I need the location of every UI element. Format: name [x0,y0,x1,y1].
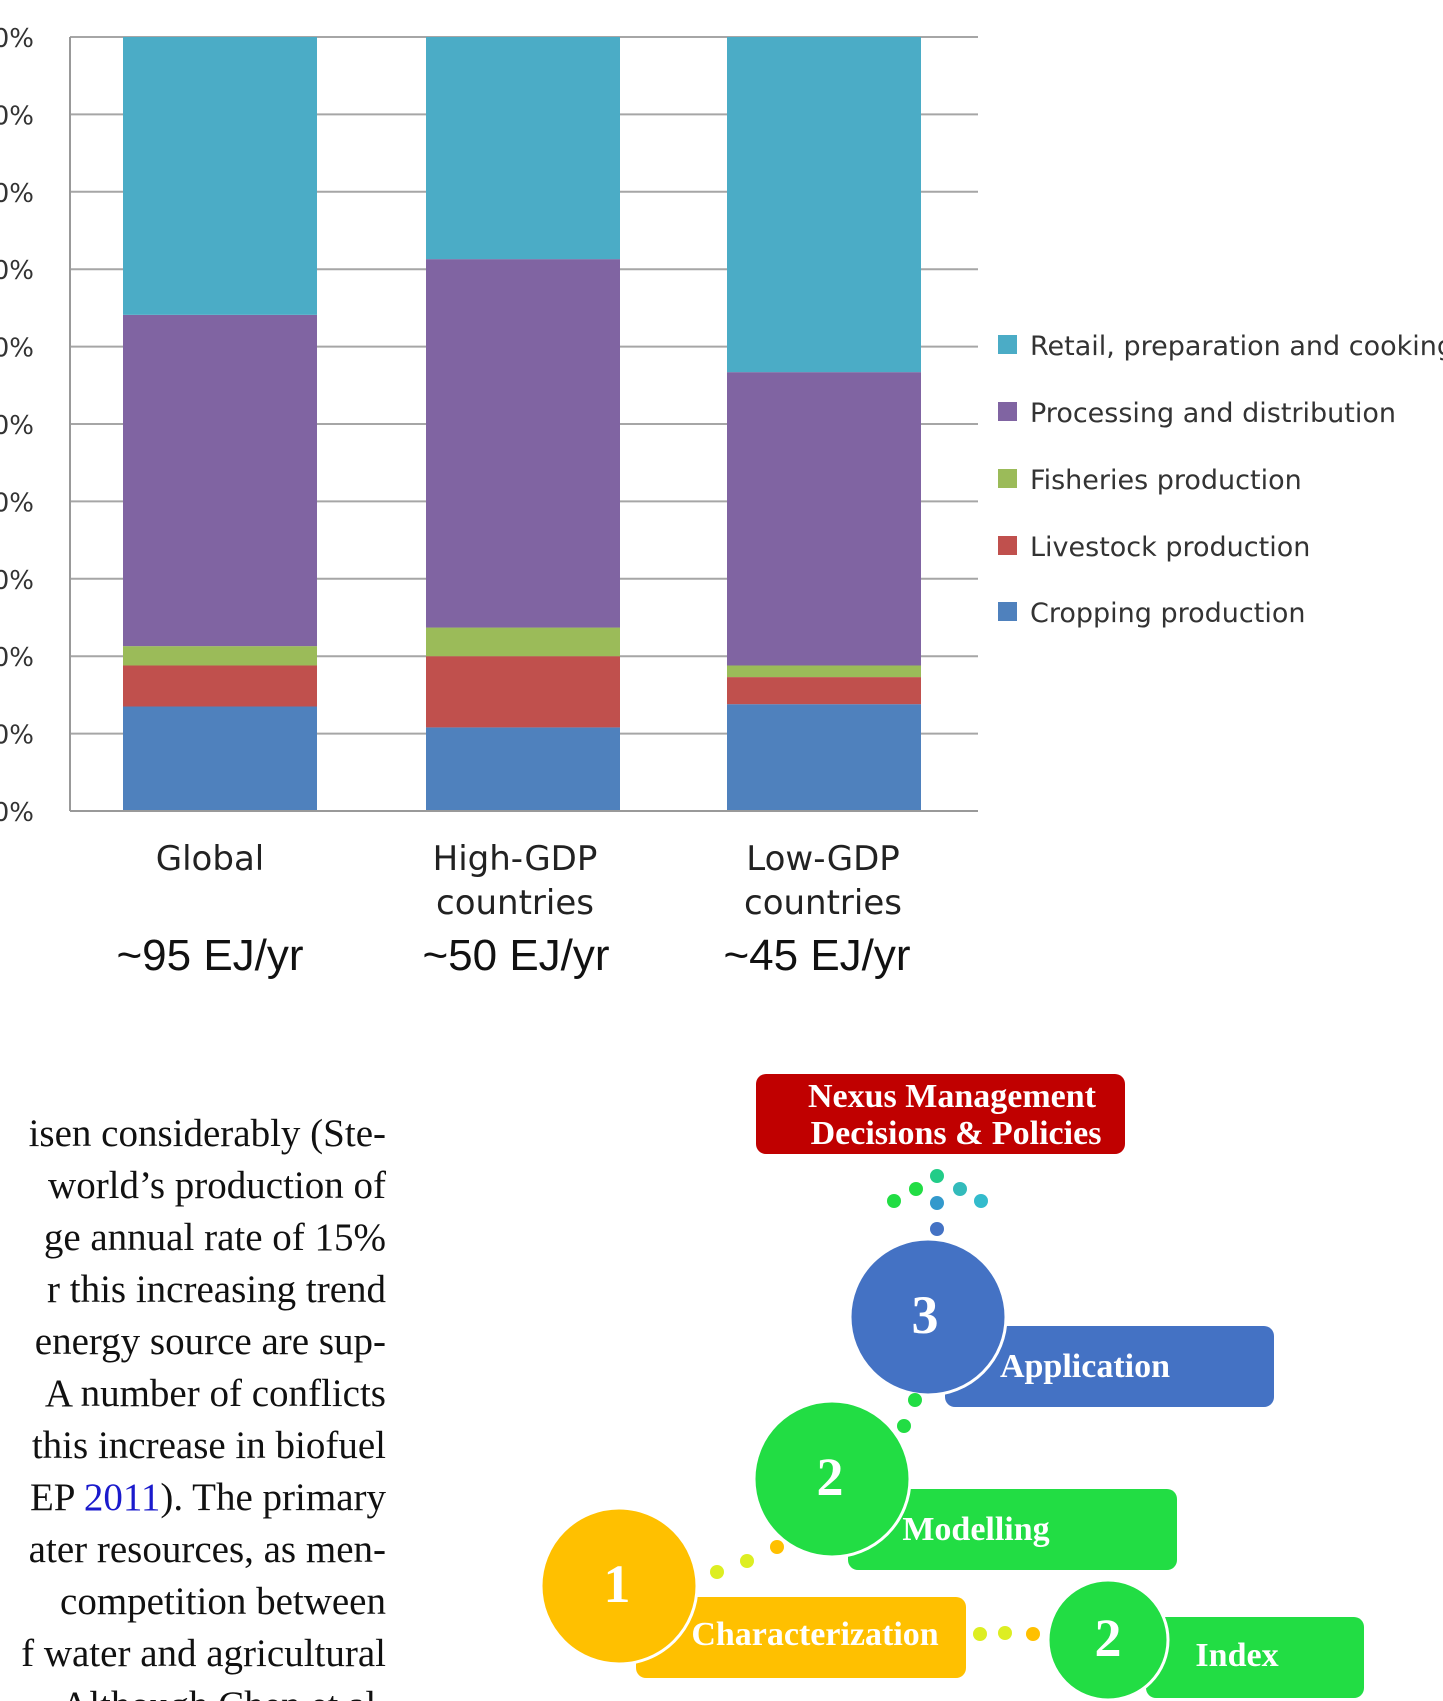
legend-label: Livestock production [1030,532,1310,563]
category-label-line2: countries [744,883,902,923]
index-step-circle [1046,1578,1170,1701]
y-tick-label: 0% [0,721,34,751]
legend-label: Fisheries production [1030,465,1302,496]
text-fragment: ). The primary [160,1476,386,1519]
y-tick-label: 0% [0,101,34,131]
bar-segment [123,646,317,666]
energy-total-label: ~45 EJ/yr [723,931,910,980]
bar-segment [727,704,921,811]
energy-total-label: ~50 EJ/yr [422,931,609,980]
legend-label: Retail, preparation and cooking [1030,331,1443,362]
legend-swatch [998,335,1017,354]
energy-total-label: ~95 EJ/yr [116,931,303,980]
connector-dots-right [973,1626,1040,1641]
text-line-with-citation: EP 2011). The primary [0,1472,386,1524]
bar-segment [727,372,921,666]
y-tick-label: 0% [0,256,34,286]
legend-label: Processing and distribution [1030,398,1396,429]
text-line: competition between [60,1580,386,1623]
bar-segment [426,656,620,728]
text-line: A number of conflicts [44,1372,386,1415]
y-tick-label: 0% [0,179,34,209]
characterization-label: Characterization [691,1616,938,1653]
index-label: Index [1195,1637,1278,1674]
step-2-circle [752,1399,912,1559]
y-tick-label: 0% [0,24,34,54]
application-box [945,1326,1274,1407]
category-label: High-GDP [433,839,598,879]
y-tick-label: 0% [0,643,34,673]
connector-dots-top [887,1169,988,1236]
stacked-bar-chart: 0% 0% 0% 0% 0% 0% 0% 0% 0% 0% 0% Global ~95 EJ/yr Hi… [0,24,1443,980]
citation-link[interactable]: 2011 [83,1476,161,1519]
category-label-line2: countries [436,883,594,923]
chart-legend: Retail, preparation and cooking Processin… [998,331,1443,629]
step-1-circle [539,1506,699,1666]
bar-segment [123,706,317,811]
text-line: this increase in biofuel [31,1424,386,1467]
y-tick-label: 0% [0,411,34,441]
connector-dots-middle [897,1393,922,1433]
legend-label: Cropping production [1030,598,1305,629]
index-box [1146,1617,1364,1698]
bar-segment [426,727,620,811]
text-line: ge annual rate of 15% [43,1216,386,1259]
legend-swatch [998,469,1017,488]
bar-segment [123,665,317,707]
legend-swatch [998,602,1017,621]
header-line-2: Decisions & Policies [811,1115,1102,1152]
bar-segment [426,259,620,628]
bar-segment [123,37,317,315]
text-line: Although Chen et al. [0,1680,386,1701]
header-line-1: Nexus Management [808,1078,1097,1115]
bar-segment [727,37,921,373]
text-fragment: EP [29,1476,84,1519]
body-text-fragment: isen considerably (Ste- world’s producti… [0,1108,386,1701]
modelling-label: Modelling [902,1511,1049,1548]
bar-segment [426,627,620,657]
bar-segment [123,314,317,647]
text-line: r this increasing trend [47,1268,386,1311]
step-3-number: 3 [912,1285,939,1345]
bar-segment [426,37,620,260]
index-step-number: 2 [1095,1608,1122,1668]
legend-swatch [998,536,1017,555]
text-line: isen considerably (Ste- [28,1112,386,1155]
y-axis-tick-labels: 0% 0% 0% 0% 0% 0% 0% 0% 0% 0% 0% [0,24,34,828]
bar-segment [727,677,921,705]
modelling-box [848,1489,1177,1570]
y-tick-label: 0% [0,488,34,518]
text-line: world’s production of [48,1164,386,1207]
category-label: Global [156,839,264,879]
legend-swatch [998,402,1017,421]
y-tick-label: 0% [0,798,34,828]
chart-bars [123,37,921,811]
step-2-number: 2 [817,1447,844,1507]
category-label: Low-GDP [746,839,900,879]
step-3-circle [848,1237,1008,1397]
bar-segment [727,665,921,678]
y-tick-label: 0% [0,334,34,364]
application-label: Application [1000,1348,1170,1385]
step-1-number: 1 [604,1554,631,1614]
text-line: ater resources, as men- [28,1528,386,1571]
connector-dots-lower [710,1540,784,1579]
characterization-box [636,1597,966,1678]
text-line: energy source are sup- [34,1320,386,1363]
y-tick-label: 0% [0,566,34,596]
text-line: f water and agricultural [21,1632,386,1675]
nexus-header-box [756,1074,1125,1154]
